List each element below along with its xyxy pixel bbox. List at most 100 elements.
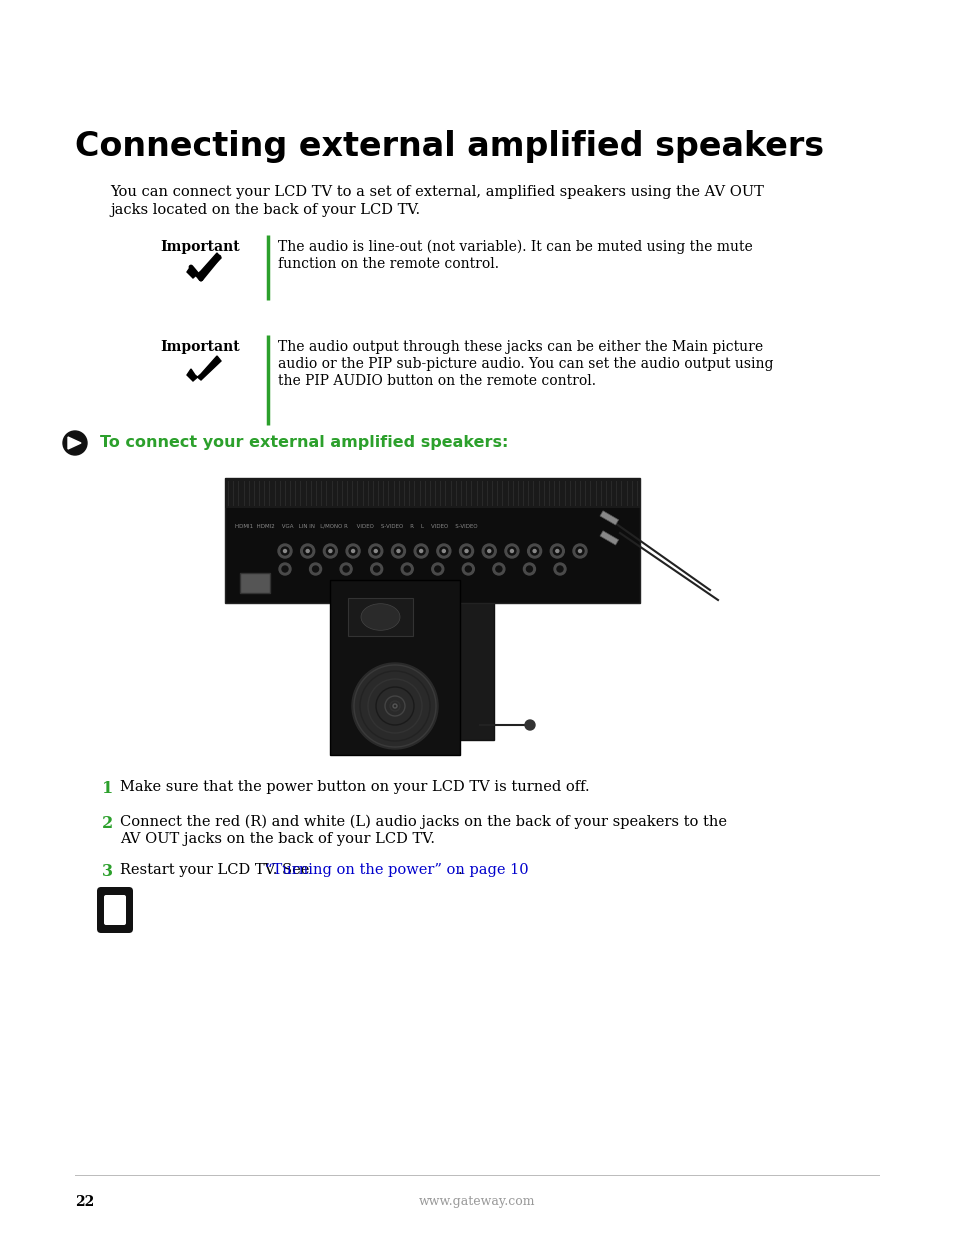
Text: You can connect your LCD TV to a set of external, amplified speakers using the A: You can connect your LCD TV to a set of … [110,185,763,199]
Circle shape [439,547,447,555]
Bar [599,531,618,545]
Text: To connect your external amplified speakers:: To connect your external amplified speak… [100,436,508,451]
Circle shape [485,547,493,555]
Circle shape [507,547,516,555]
Circle shape [404,566,410,572]
Circle shape [481,543,496,558]
Circle shape [435,566,440,572]
Circle shape [349,547,356,555]
Bar [240,573,270,593]
Circle shape [277,543,292,558]
Circle shape [371,563,382,576]
Circle shape [346,543,359,558]
Circle shape [401,563,413,576]
Circle shape [282,566,288,572]
Circle shape [63,431,87,454]
Polygon shape [187,253,221,278]
Circle shape [493,563,504,576]
Text: the PIP AUDIO button on the remote control.: the PIP AUDIO button on the remote contr… [277,374,596,388]
Circle shape [313,566,318,572]
Text: Connecting external amplified speakers: Connecting external amplified speakers [75,130,823,163]
Bar [225,478,639,508]
Text: Important: Important [160,240,240,254]
Text: Connect the red (R) and white (L) audio jacks on the back of your speakers to th: Connect the red (R) and white (L) audio … [120,815,726,830]
Circle shape [432,563,443,576]
Bar [348,598,413,636]
Circle shape [283,550,286,552]
Circle shape [281,547,289,555]
Circle shape [329,550,332,552]
Circle shape [374,566,379,572]
Circle shape [526,566,532,572]
Circle shape [504,543,518,558]
Text: function on the remote control.: function on the remote control. [277,257,498,270]
Text: jacks located on the back of your LCD TV.: jacks located on the back of your LCD TV… [110,203,419,217]
Text: www.gateway.com: www.gateway.com [418,1195,535,1208]
Circle shape [524,720,535,730]
Bar [410,576,494,740]
Text: HDMI1  HDMI2    VGA   LIN IN   L/MONO R     VIDEO    S-VIDEO    R    L    VIDEO : HDMI1 HDMI2 VGA LIN IN L/MONO R VIDEO S-… [234,524,477,529]
Circle shape [496,566,501,572]
Circle shape [326,547,335,555]
Circle shape [553,547,560,555]
Circle shape [300,543,314,558]
Polygon shape [68,437,81,450]
Circle shape [391,543,405,558]
Circle shape [465,566,471,572]
Circle shape [550,543,564,558]
Circle shape [442,550,445,552]
Circle shape [462,547,470,555]
Circle shape [278,563,291,576]
Text: 22: 22 [75,1195,94,1209]
Circle shape [396,550,399,552]
Polygon shape [187,356,221,382]
Circle shape [510,550,513,552]
Circle shape [554,563,565,576]
Bar [225,478,639,603]
Circle shape [556,550,558,552]
Text: Make sure that the power button on your LCD TV is turned off.: Make sure that the power button on your … [120,781,589,794]
Circle shape [576,547,583,555]
Circle shape [573,543,586,558]
Circle shape [416,547,425,555]
Circle shape [578,550,581,552]
Circle shape [323,543,337,558]
Ellipse shape [360,604,399,630]
Circle shape [462,563,474,576]
Text: Restart your LCD TV. See: Restart your LCD TV. See [120,863,314,877]
Circle shape [352,550,355,552]
FancyBboxPatch shape [97,887,132,932]
Circle shape [557,566,562,572]
Circle shape [487,550,490,552]
Circle shape [459,543,473,558]
Text: AV OUT jacks on the back of your LCD TV.: AV OUT jacks on the back of your LCD TV. [120,832,435,846]
Circle shape [306,550,309,552]
Bar [599,511,618,525]
Text: The audio output through these jacks can be either the Main picture: The audio output through these jacks can… [277,340,762,354]
Text: audio or the PIP sub-picture audio. You can set the audio output using: audio or the PIP sub-picture audio. You … [277,357,773,370]
Text: Important: Important [160,340,240,354]
Circle shape [464,550,468,552]
Circle shape [419,550,422,552]
Bar [330,580,459,755]
Text: The audio is line-out (not variable). It can be muted using the mute: The audio is line-out (not variable). It… [277,240,752,254]
Text: 1: 1 [102,781,113,797]
Circle shape [530,547,538,555]
Circle shape [533,550,536,552]
Circle shape [527,543,541,558]
Circle shape [374,550,376,552]
Circle shape [394,547,402,555]
Circle shape [340,563,352,576]
Circle shape [352,663,437,748]
Text: “Turning on the power” on page 10: “Turning on the power” on page 10 [265,863,529,877]
FancyBboxPatch shape [104,895,126,925]
Text: 2: 2 [102,815,113,832]
Circle shape [369,543,382,558]
Circle shape [343,566,349,572]
Circle shape [303,547,312,555]
Circle shape [372,547,379,555]
Text: .: . [457,863,461,877]
Circle shape [309,563,321,576]
Text: 3: 3 [102,863,112,881]
Circle shape [436,543,451,558]
